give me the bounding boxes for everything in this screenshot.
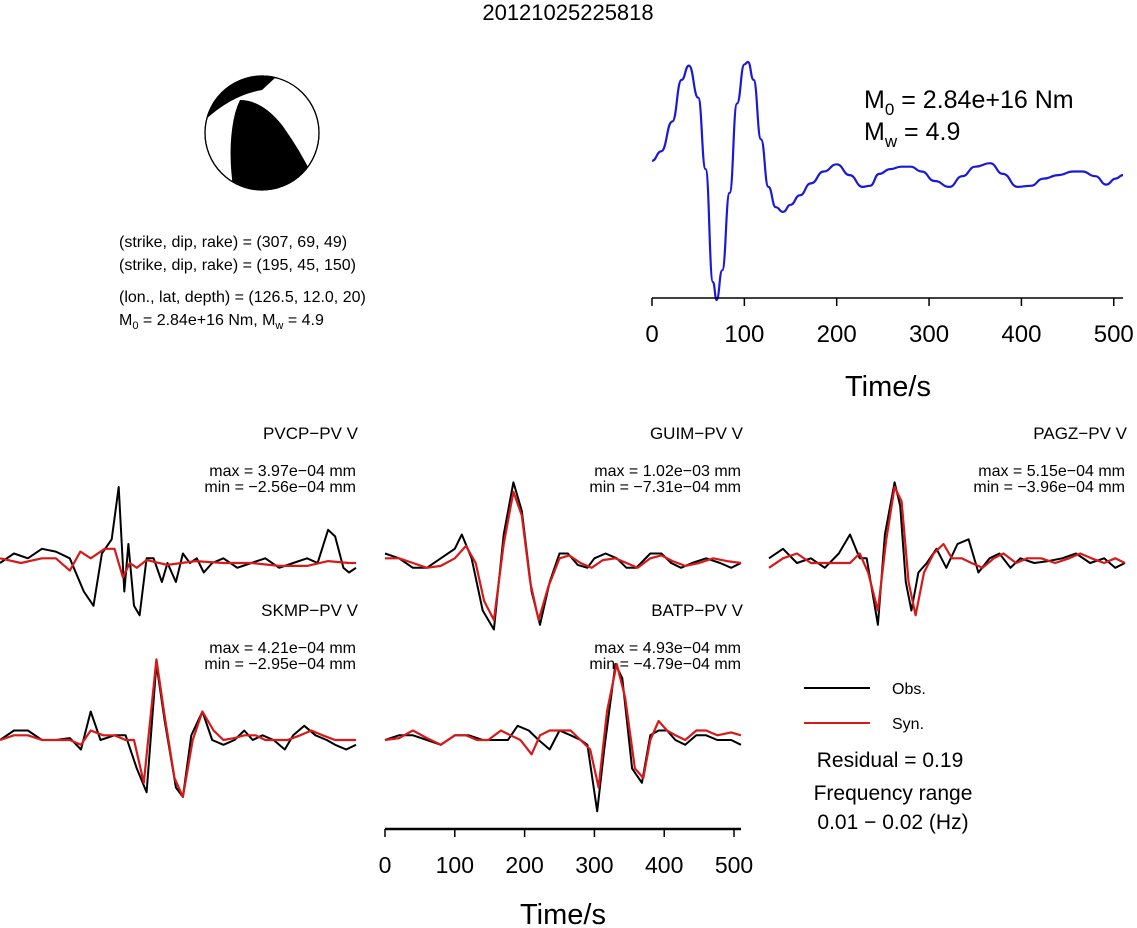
stf-x-tick-label: 500 <box>1094 321 1134 348</box>
station-label: PVCP−PV V <box>263 424 359 443</box>
observed-trace <box>0 486 357 617</box>
frequency-range-label: Frequency range <box>814 782 973 805</box>
waveform-x-tick-label: 300 <box>575 852 613 878</box>
stf-series-line <box>651 60 1124 302</box>
stf-x-axis-label: Time/s <box>845 371 931 403</box>
legend-syn-label: Syn. <box>892 716 924 733</box>
stf-x-tick-label: 300 <box>909 321 949 348</box>
synthetic-trace <box>385 490 742 622</box>
waveform-x-tick-label: 500 <box>715 852 753 878</box>
max-amplitude-label: max = 4.93e−04 mm <box>594 640 741 657</box>
stf-x-tick-label: 0 <box>645 321 658 348</box>
stf-m0: M0 = 2.84e+16 Nm <box>864 86 1074 119</box>
location-depth: (lon., lat, depth) = (126.5, 12.0, 20) <box>119 289 366 306</box>
nodal-plane-2: (strike, dip, rake) = (195, 45, 150) <box>119 257 356 274</box>
station-label: SKMP−PV V <box>261 601 359 620</box>
stf-x-tick-label: 200 <box>817 321 857 348</box>
stf-x-tick-label: 400 <box>1001 321 1041 348</box>
waveform-time-axis: 0 100 200 300 400 500 Time/s <box>379 827 753 928</box>
waveform-x-tick-label: 0 <box>379 852 392 878</box>
beachball <box>204 75 320 191</box>
observed-trace <box>768 481 1126 626</box>
figure-title: 20121025225818 <box>482 0 653 25</box>
residual-text: Residual = 0.19 <box>817 749 964 772</box>
synthetic-trace <box>0 547 356 579</box>
synthetic-trace <box>384 662 742 789</box>
station-label: GUIM−PV V <box>650 424 744 443</box>
max-amplitude-label: max = 5.15e−04 mm <box>978 463 1125 480</box>
beachball-compressional-quadrant-lower <box>230 100 312 190</box>
observed-trace <box>0 663 357 798</box>
min-amplitude-label: min = −3.96e−04 mm <box>973 479 1125 496</box>
max-amplitude-label: max = 4.21e−04 mm <box>209 640 356 657</box>
waveform-x-tick-label: 200 <box>505 852 543 878</box>
stf-x-tick-label: 100 <box>724 321 764 348</box>
stf-annotation: M0 = 2.84e+16 Nm Mw = 4.9 <box>864 86 1074 151</box>
max-amplitude-label: max = 3.97e−04 mm <box>209 463 356 480</box>
min-amplitude-label: min = −7.31e−04 mm <box>589 479 741 496</box>
min-amplitude-label: min = −2.56e−04 mm <box>204 479 356 496</box>
mechanism-info: (strike, dip, rake) = (307, 69, 49) (str… <box>119 234 366 332</box>
frequency-range-value: 0.01 − 0.02 (Hz) <box>817 811 968 834</box>
station-label: BATP−PV V <box>651 601 743 620</box>
observed-trace <box>384 481 742 631</box>
moment-magnitude-line: M0 = 2.84e+16 Nm, Mw = 4.9 <box>119 312 324 332</box>
station-label: PAGZ−PV V <box>1033 424 1127 443</box>
synthetic-trace <box>0 658 356 799</box>
min-amplitude-label: min = −2.95e−04 mm <box>204 656 356 673</box>
max-amplitude-label: max = 1.02e−03 mm <box>594 463 741 480</box>
min-amplitude-label: min = −4.79e−04 mm <box>589 656 741 673</box>
nodal-plane-1: (strike, dip, rake) = (307, 69, 49) <box>119 234 347 251</box>
legend-obs-label: Obs. <box>892 681 926 698</box>
stf-mw: Mw = 4.9 <box>864 118 960 151</box>
source-time-function-plot: 0 100 200 300 400 500 Time/s <box>645 60 1134 403</box>
waveform-x-tick-label: 100 <box>436 852 474 878</box>
waveform-x-axis-label: Time/s <box>520 899 606 928</box>
legend: Obs. Syn. Residual = 0.19 Frequency rang… <box>804 681 972 834</box>
synthetic-trace <box>768 485 1126 617</box>
waveform-x-tick-label: 400 <box>645 852 683 878</box>
